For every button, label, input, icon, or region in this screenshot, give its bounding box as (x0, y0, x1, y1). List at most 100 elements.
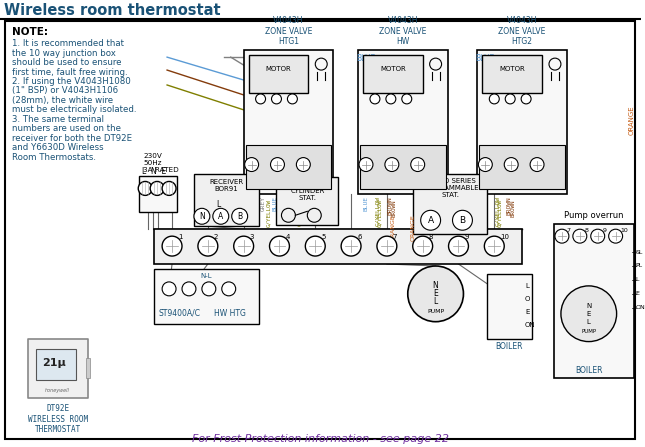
Circle shape (244, 158, 259, 172)
Text: 5: 5 (321, 234, 326, 240)
Circle shape (162, 181, 176, 195)
Text: G/YELLOW: G/YELLOW (266, 199, 271, 228)
Text: 9: 9 (602, 228, 607, 233)
Text: 7: 7 (567, 228, 571, 233)
Text: L: L (635, 278, 639, 283)
Bar (194, 174, 259, 226)
Text: GREY: GREY (236, 199, 241, 213)
Text: (28mm), the white wire: (28mm), the white wire (12, 96, 113, 105)
Bar (358, 50, 448, 194)
Circle shape (484, 236, 504, 256)
Text: HW HTG: HW HTG (214, 309, 246, 318)
Bar (482, 55, 542, 93)
Text: BLUE: BLUE (273, 196, 278, 211)
Text: Wireless room thermostat: Wireless room thermostat (4, 4, 221, 18)
Circle shape (202, 282, 216, 296)
Text: and Y6630D Wireless: and Y6630D Wireless (12, 143, 104, 152)
Text: must be electrically isolated.: must be electrically isolated. (12, 105, 137, 114)
Text: GREY: GREY (226, 199, 232, 213)
Circle shape (296, 158, 310, 172)
Bar (139, 177, 177, 212)
Circle shape (609, 229, 622, 243)
Text: G/YELLOW: G/YELLOW (495, 196, 500, 226)
Circle shape (385, 158, 399, 172)
Bar (488, 274, 532, 338)
Text: L: L (433, 297, 438, 306)
Bar (360, 145, 446, 190)
Text: BROWN: BROWN (388, 196, 392, 215)
Circle shape (305, 236, 325, 256)
Circle shape (504, 158, 518, 172)
Text: BOILER: BOILER (575, 366, 602, 375)
Text: L  N  E: L N E (142, 167, 166, 176)
Text: ORANGE: ORANGE (410, 214, 415, 241)
Circle shape (162, 282, 176, 296)
Text: L: L (525, 283, 529, 289)
Text: PL: PL (635, 263, 642, 269)
Text: CM900 SERIES
PROGRAMMABLE
STAT.: CM900 SERIES PROGRAMMABLE STAT. (421, 178, 479, 198)
Text: MOTOR: MOTOR (499, 66, 525, 72)
Bar (477, 50, 567, 194)
Circle shape (421, 210, 441, 230)
Text: ORANGE: ORANGE (390, 214, 395, 241)
Text: E: E (586, 311, 591, 317)
Text: 10: 10 (501, 234, 510, 240)
Text: SL: SL (635, 249, 643, 255)
Circle shape (272, 94, 281, 104)
Circle shape (359, 158, 373, 172)
Text: ST9400A/C: ST9400A/C (158, 309, 200, 318)
Text: honeywell: honeywell (45, 388, 70, 393)
Text: numbers are used on the: numbers are used on the (12, 124, 121, 133)
Bar (246, 145, 331, 190)
Text: 3: 3 (250, 234, 254, 240)
Text: GREY: GREY (249, 196, 254, 211)
Text: G/YELLOW: G/YELLOW (377, 199, 382, 228)
Text: BLUE: BLUE (475, 54, 495, 63)
Circle shape (402, 94, 412, 104)
Text: B: B (237, 212, 243, 221)
Circle shape (150, 181, 164, 195)
Bar (363, 55, 422, 93)
Circle shape (411, 158, 424, 172)
Circle shape (377, 236, 397, 256)
Text: 10: 10 (620, 228, 628, 233)
Text: 3. The same terminal: 3. The same terminal (12, 115, 104, 124)
Text: GREY: GREY (261, 196, 266, 211)
Circle shape (270, 158, 284, 172)
Circle shape (573, 229, 587, 243)
Circle shape (408, 266, 464, 322)
Text: 8: 8 (429, 234, 433, 240)
Text: BROWN: BROWN (392, 199, 396, 217)
Circle shape (198, 236, 218, 256)
Text: BLUE: BLUE (364, 196, 368, 211)
Text: BLUE: BLUE (483, 196, 488, 211)
Text: B: B (459, 216, 466, 225)
Circle shape (341, 236, 361, 256)
Circle shape (490, 94, 499, 104)
Circle shape (370, 94, 380, 104)
Circle shape (255, 94, 266, 104)
Text: 1. It is recommended that: 1. It is recommended that (12, 39, 124, 48)
Text: V4043H
ZONE VALVE
HTG2: V4043H ZONE VALVE HTG2 (499, 17, 546, 46)
Text: E: E (433, 289, 438, 298)
Circle shape (182, 282, 196, 296)
Text: receiver for both the DT92E: receiver for both the DT92E (12, 134, 132, 143)
Bar (479, 145, 565, 190)
Text: MOTOR: MOTOR (266, 66, 292, 72)
Text: ON: ON (635, 305, 645, 310)
Circle shape (555, 229, 569, 243)
Text: N: N (199, 212, 204, 221)
Text: 2. If using the V4043H1080: 2. If using the V4043H1080 (12, 77, 131, 86)
Bar (277, 177, 338, 225)
Circle shape (162, 236, 182, 256)
Text: should be used to ensure: should be used to ensure (12, 58, 121, 67)
Text: 7: 7 (393, 234, 397, 240)
Bar (554, 224, 633, 378)
Circle shape (505, 94, 515, 104)
Text: PUMP: PUMP (581, 329, 597, 334)
Circle shape (530, 158, 544, 172)
Bar (413, 174, 488, 234)
Text: V4043H
ZONE VALVE
HW: V4043H ZONE VALVE HW (379, 17, 426, 46)
Text: BROWN: BROWN (511, 199, 516, 217)
Text: (1" BSP) or V4043H1106: (1" BSP) or V4043H1106 (12, 86, 118, 96)
